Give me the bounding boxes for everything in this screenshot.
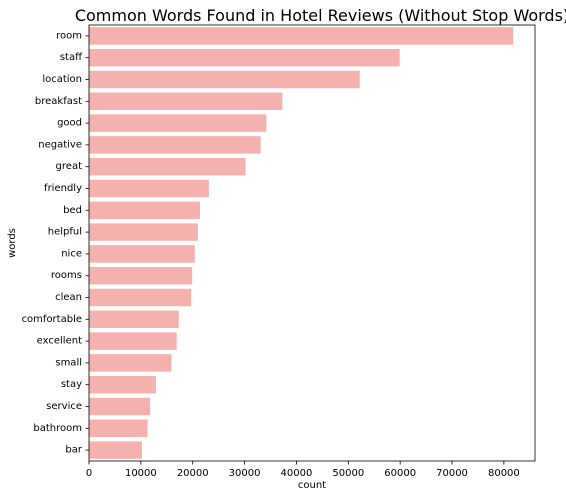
bar-nice (89, 245, 195, 262)
y-axis-label: words (7, 228, 18, 258)
y-tick-label-room: room (56, 30, 82, 41)
bar-friendly (89, 180, 209, 197)
y-tick-label-breakfast: breakfast (35, 96, 82, 107)
x-tick-label-40000: 40000 (281, 468, 313, 479)
x-axis-ticks: 0 10000 20000 30000 40000 50000 60000 70000 8000… (86, 461, 520, 479)
y-tick-label-bar: bar (65, 445, 82, 456)
bar-small (89, 354, 171, 371)
x-tick-label-60000: 60000 (384, 468, 416, 479)
y-tick-label-comfortable: comfortable (22, 314, 82, 325)
bar-staff (89, 49, 400, 66)
bar-great (89, 158, 246, 175)
y-tick-label-bed: bed (63, 205, 82, 216)
bar-excellent (89, 332, 177, 349)
chart-title: Common Words Found in Hotel Reviews (Wit… (75, 6, 566, 25)
x-tick-label-20000: 20000 (177, 468, 209, 479)
x-tick-label-50000: 50000 (332, 468, 364, 479)
y-tick-label-good: good (57, 118, 82, 129)
bar-clean (89, 289, 191, 306)
bar-bathroom (89, 420, 148, 437)
bar-good (89, 114, 266, 131)
y-tick-label-staff: staff (60, 52, 83, 63)
y-axis-ticks: room staff location breakfast good negative gr… (22, 30, 89, 455)
x-tick-label-0: 0 (86, 468, 92, 479)
bar-stay (89, 376, 156, 393)
x-tick-label-10000: 10000 (125, 468, 157, 479)
bar-breakfast (89, 93, 282, 110)
y-tick-label-helpful: helpful (48, 227, 82, 238)
bar-negative (89, 136, 261, 153)
bar-bar (89, 441, 142, 458)
y-tick-label-nice: nice (61, 248, 82, 259)
bar-service (89, 398, 150, 415)
y-tick-label-negative: negative (38, 139, 82, 150)
y-tick-label-service: service (46, 401, 82, 412)
bar-room (89, 27, 513, 44)
bar-bed (89, 202, 200, 219)
y-tick-label-bathroom: bathroom (33, 423, 82, 434)
bars-group (89, 27, 513, 459)
y-tick-label-stay: stay (61, 379, 82, 390)
plot-frame (89, 25, 535, 461)
y-tick-label-small: small (55, 357, 82, 368)
y-tick-label-rooms: rooms (51, 270, 82, 281)
x-tick-label-30000: 30000 (229, 468, 261, 479)
y-tick-label-clean: clean (55, 292, 82, 303)
bar-rooms (89, 267, 192, 284)
bar-comfortable (89, 311, 179, 328)
x-tick-label-70000: 70000 (436, 468, 468, 479)
x-axis-label: count (298, 480, 326, 491)
y-tick-label-location: location (42, 74, 82, 85)
bar-helpful (89, 223, 198, 240)
x-tick-label-80000: 80000 (488, 468, 520, 479)
y-tick-label-great: great (56, 161, 83, 172)
bar-location (89, 71, 360, 88)
y-tick-label-excellent: excellent (37, 336, 82, 347)
y-tick-label-friendly: friendly (44, 183, 82, 194)
